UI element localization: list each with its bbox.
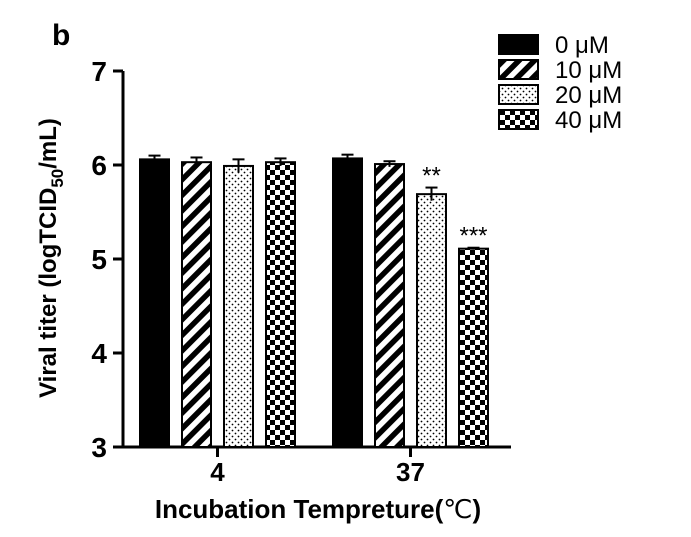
bar xyxy=(458,247,489,448)
bar xyxy=(223,164,254,448)
legend-swatch xyxy=(498,84,539,105)
panel-label: b xyxy=(52,19,70,52)
x-axis: 4 37 xyxy=(121,445,511,487)
legend-label: 0 μM xyxy=(555,32,609,59)
y-axis: 3 4 5 6 7 xyxy=(91,56,125,463)
bar xyxy=(139,158,170,449)
significance-label: *** xyxy=(459,223,487,250)
significance-label: ** xyxy=(422,163,441,190)
x-tick-label: 37 xyxy=(396,457,425,487)
legend-swatch xyxy=(498,59,539,80)
bar xyxy=(374,163,405,448)
y-tick-label: 3 xyxy=(91,432,107,463)
bar xyxy=(265,161,296,448)
y-tick-label: 4 xyxy=(91,338,107,369)
legend-label: 10 μM xyxy=(555,57,622,84)
legend-label: 20 μM xyxy=(555,82,622,109)
bar xyxy=(181,161,212,448)
legend-label: 40 μM xyxy=(555,107,622,134)
bar xyxy=(332,157,363,448)
x-axis-label: Incubation Tempreture(℃) xyxy=(155,494,481,524)
y-tick-label: 7 xyxy=(91,56,107,87)
y-axis-label: Viral titer (logTCID50/mL) xyxy=(35,118,67,398)
legend-swatch xyxy=(498,109,539,130)
bar xyxy=(416,193,447,448)
y-tick-label: 5 xyxy=(91,244,107,275)
y-tick-label: 6 xyxy=(91,150,107,181)
legend-swatch xyxy=(498,34,539,55)
x-tick-label: 4 xyxy=(210,457,225,487)
bars-group: ***** xyxy=(139,153,489,449)
